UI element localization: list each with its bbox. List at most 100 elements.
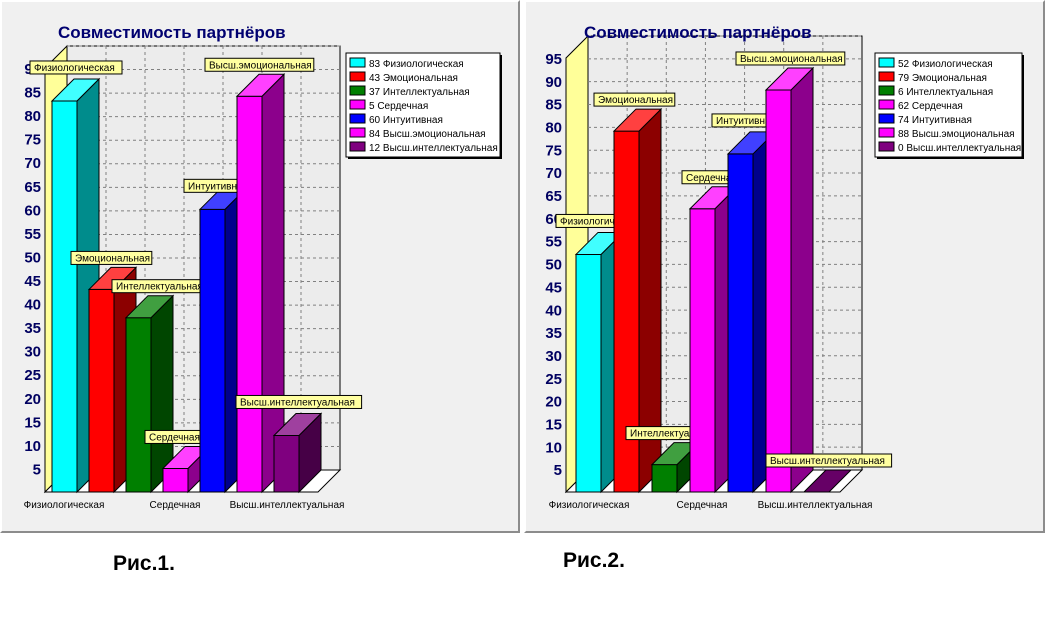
legend-swatch [349, 141, 366, 152]
bar-label: Высш.интеллектуальная [235, 394, 363, 409]
bar-front [575, 253, 602, 493]
legend-entry: 0 Высш.интеллектуальная [898, 143, 1021, 154]
x-tick-label: Физиологическая [24, 500, 105, 511]
y-tick-label: 80 [24, 108, 41, 125]
y-tick-label: 55 [24, 226, 41, 243]
bar-label-text: Интуитивная [188, 181, 248, 192]
legend-entry: 83 Физиологическая [369, 59, 464, 70]
bar-front [199, 208, 226, 493]
bar-front [125, 317, 152, 493]
y-tick-label: 40 [545, 302, 562, 319]
y-tick-label: 10 [24, 438, 41, 455]
bar-label-text: Интеллектуальная [116, 282, 203, 293]
y-tick-label: 80 [545, 120, 562, 137]
figure-caption-1: Рис.1. [113, 552, 175, 575]
chart-title: Совместимость партнёров [58, 23, 286, 42]
bar-label-box [235, 394, 363, 409]
y-tick-label: 15 [545, 416, 562, 433]
legend-entry: 52 Физиологическая [898, 59, 993, 70]
x-tick-label: Физиологическая [549, 500, 630, 511]
y-tick-label: 95 [545, 51, 562, 68]
legend-swatch [349, 57, 366, 68]
bar-front [727, 153, 754, 493]
y-tick-label: 55 [545, 234, 562, 251]
bar-label-text: Сердечная [686, 173, 737, 184]
bar-label-text: Физиологическая [34, 63, 115, 74]
y-tick-label: 85 [24, 85, 41, 102]
chart-group: 5101520253035404550556065707580859095Физ… [545, 23, 1024, 511]
x-tick-label: Сердечная [150, 500, 201, 511]
y-tick-label: 90 [545, 74, 562, 91]
legend-entry: 6 Интеллектуальная [898, 87, 993, 98]
legend-entry: 84 Высш.эмоциональная [369, 129, 486, 140]
chart-panel-1: 51015202530354045505560657075808590Физио… [0, 0, 520, 533]
bar [235, 73, 286, 494]
bar-label-text: Сердечная [149, 432, 200, 443]
legend-entry: 37 Интеллектуальная [369, 87, 470, 98]
bar-side [790, 66, 814, 494]
bar [802, 469, 853, 493]
bar [124, 294, 175, 494]
legend-entry: 12 Высш.интеллектуальная [369, 143, 498, 154]
bar-top [802, 469, 853, 493]
bar-top [235, 73, 286, 97]
legend-entry: 62 Сердечная [898, 101, 963, 112]
y-tick-label: 65 [545, 188, 562, 205]
bar-label: Сердечная [144, 429, 204, 444]
bar-label: Эмоциональная [593, 92, 676, 107]
y-tick-label: 60 [24, 202, 41, 219]
chart-panel-2: 5 10 15 20 25 30 35 40 45 50 55 60 65 70 75 80 85 90 95 Физ… [524, 0, 1045, 533]
bar-label-box [765, 453, 893, 468]
legend-swatch [878, 127, 895, 138]
bar-label-text: Интуитивная [716, 116, 776, 127]
legend-swatch [878, 113, 895, 124]
bar-front [689, 208, 716, 493]
legend-swatch [349, 127, 366, 138]
legend-entry: 60 Интуитивная [369, 115, 443, 126]
bar-label-text: Эмоциональная [598, 95, 673, 106]
y-tick-label: 35 [545, 325, 562, 342]
figure-caption-2: Рис.2. [563, 549, 625, 572]
bar-label: Физиологическая [29, 60, 123, 75]
bar-label-box [735, 51, 846, 66]
y-tick-label: 30 [24, 344, 41, 361]
y-tick-label: 50 [24, 249, 41, 266]
y-tick-label: 45 [545, 279, 562, 296]
legend-entry: 88 Высш.эмоциональная [898, 129, 1015, 140]
bar-label: Высш.эмоциональная [735, 51, 846, 66]
y-tick-label: 15 [24, 414, 41, 431]
y-tick-label: 65 [24, 179, 41, 196]
bar-label-box [70, 250, 153, 265]
bar-label: Высш.интеллектуальная [765, 453, 893, 468]
legend-entry: 79 Эмоциональная [898, 73, 987, 84]
legend-swatch [349, 71, 366, 82]
bar-top [50, 78, 101, 102]
y-tick-label: 35 [24, 320, 41, 337]
bar-top [124, 295, 175, 319]
legend-swatch [349, 99, 366, 110]
y-tick-label: 10 [545, 439, 562, 456]
bar-label-box [204, 57, 315, 72]
legend-box [345, 52, 501, 158]
bar [272, 412, 323, 494]
y-tick-label: 45 [24, 273, 41, 290]
bar-front [273, 434, 300, 493]
bar-front [651, 464, 678, 493]
y-tick-label: 25 [545, 371, 562, 388]
chart-group: 51015202530354045505560657075808590Физио… [24, 23, 502, 511]
bar-label-box [593, 92, 676, 107]
bar-front [162, 467, 189, 493]
legend: 52 Физиологическая 79 Эмоциональная 6 Инте… [874, 52, 1024, 159]
y-tick-label: 40 [24, 297, 41, 314]
bar-top [612, 108, 663, 132]
legend-swatch [878, 57, 895, 68]
bar-label: Высш.эмоциональная [204, 57, 315, 72]
bar-top [764, 67, 815, 91]
y-tick-label: 20 [545, 394, 562, 411]
y-tick-label: 5 [554, 462, 562, 479]
legend-swatch [878, 99, 895, 110]
y-tick-label: 50 [545, 257, 562, 274]
x-tick-label: Высш.интеллектуальная [230, 500, 345, 511]
bar-label-text: Интеллектуальная [630, 429, 717, 440]
y-tick-label: 20 [24, 391, 41, 408]
